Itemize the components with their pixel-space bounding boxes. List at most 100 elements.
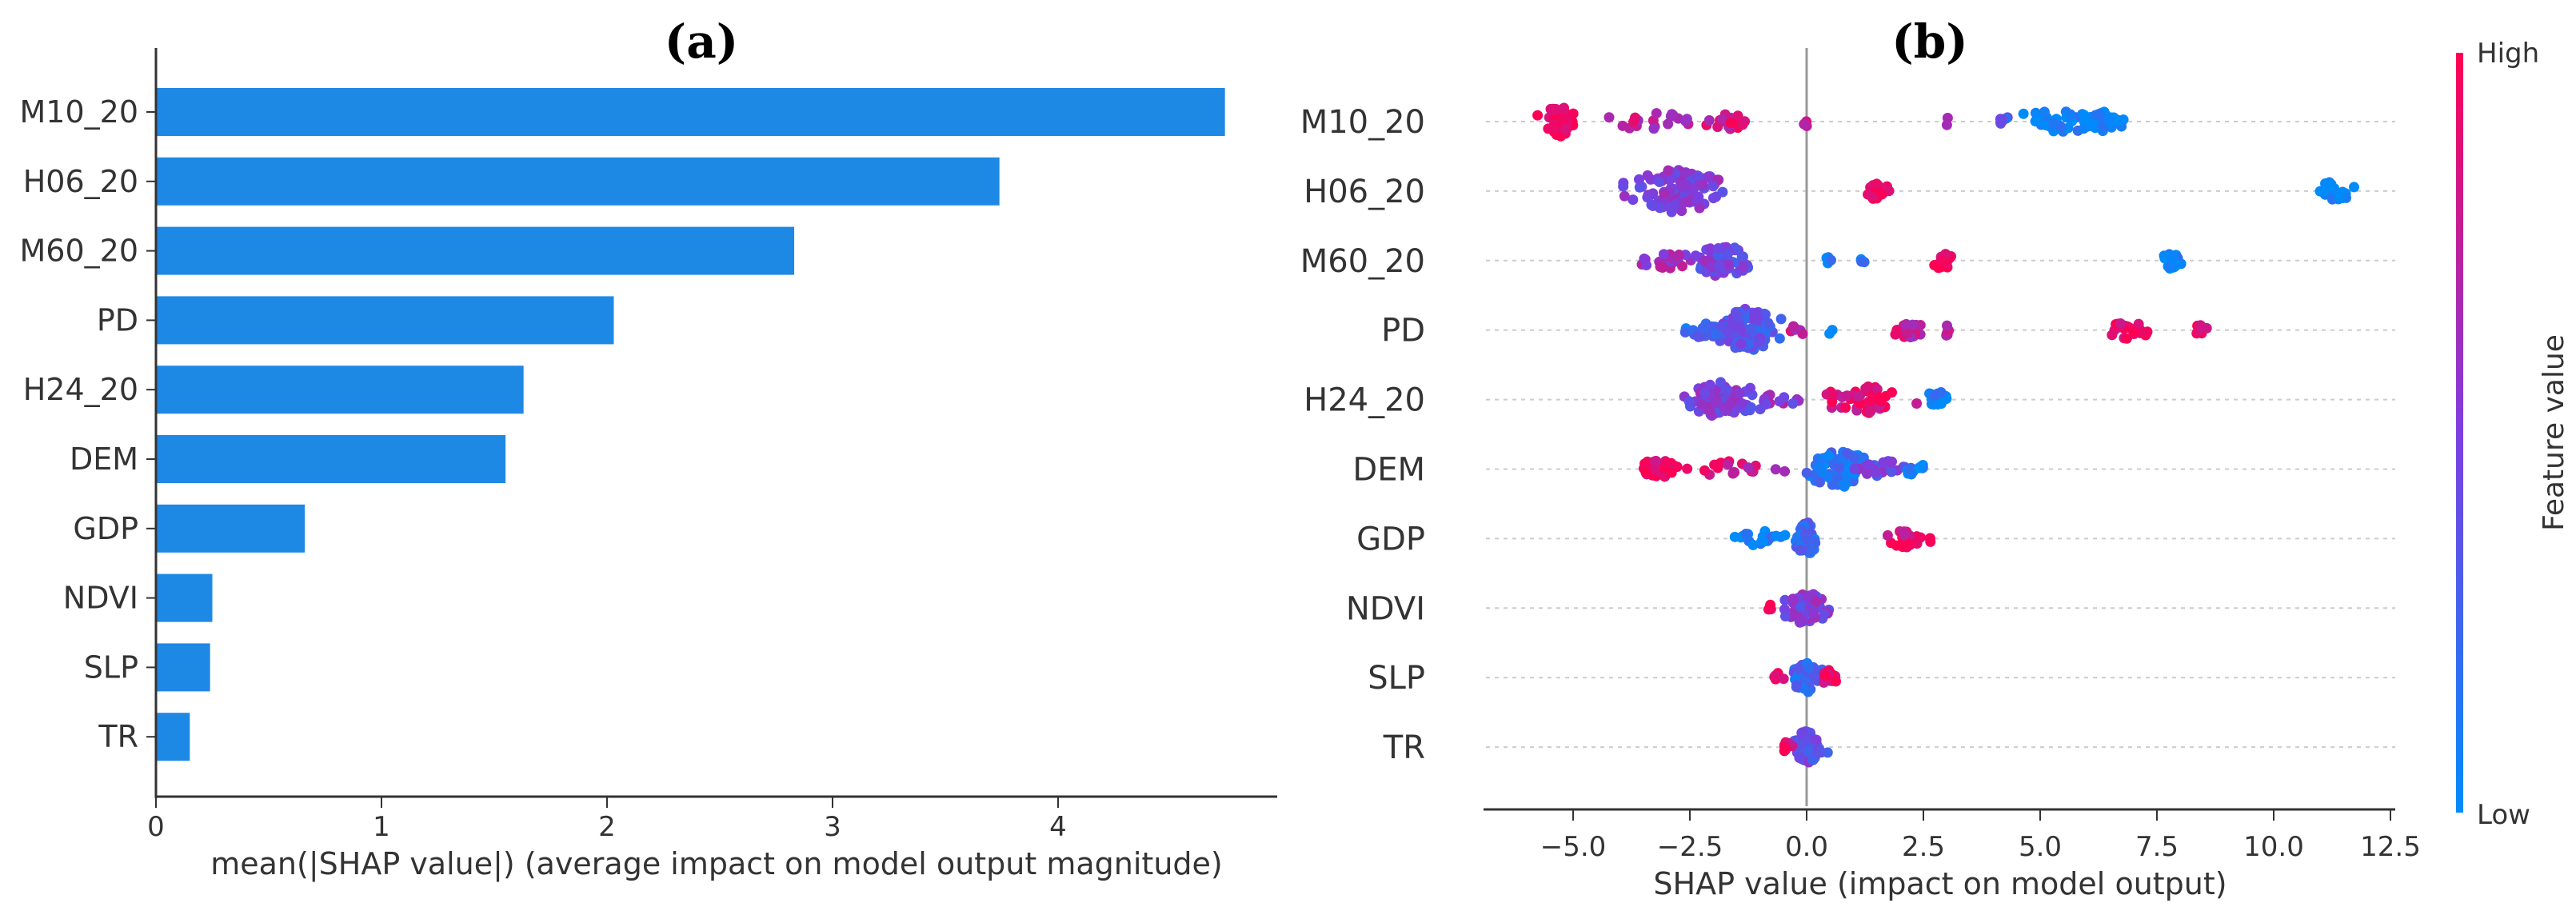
- bar-h24-20: [156, 366, 524, 414]
- b-x-tick-label: 10.0: [2243, 831, 2304, 863]
- a-y-tick-label: H24_20: [23, 372, 138, 407]
- shap-point: [1646, 199, 1657, 210]
- shap-point: [1886, 466, 1897, 477]
- shap-point: [1800, 532, 1811, 543]
- shap-point: [1779, 529, 1791, 541]
- shap-point: [1833, 462, 1844, 473]
- shap-point: [1654, 202, 1665, 213]
- shap-point: [1734, 388, 1745, 399]
- shap-point: [1779, 611, 1791, 622]
- shap-point: [2325, 180, 2336, 191]
- shap-point: [1865, 395, 1876, 406]
- shap-point: [1775, 314, 1787, 325]
- shap-point: [1640, 467, 1651, 478]
- shap-point: [1882, 529, 1893, 541]
- b-x-tick-label: 7.5: [2135, 831, 2179, 863]
- a-y-tick-label: SLP: [84, 649, 138, 685]
- shap-point: [1915, 461, 1927, 472]
- shap-point: [1848, 452, 1859, 463]
- shap-point: [1755, 336, 1766, 347]
- shap-point: [1824, 328, 1835, 339]
- shap-point: [1817, 466, 1828, 477]
- b-row-slp: [1769, 657, 1841, 697]
- colorbar-gradient: [2456, 53, 2463, 813]
- shap-point: [1779, 742, 1791, 753]
- shap-point: [1803, 662, 1815, 673]
- shap-point: [1659, 188, 1670, 199]
- b-y-tick-label: M10_20: [1300, 104, 1425, 141]
- b-y-tick-label: H06_20: [1304, 174, 1425, 210]
- shap-point: [1867, 190, 1879, 202]
- shap-point: [1795, 601, 1806, 613]
- shap-point: [1738, 261, 1749, 272]
- shap-point: [1899, 529, 1910, 541]
- a-y-tick-label: DEM: [70, 442, 138, 477]
- b-y-tick-label: DEM: [1352, 452, 1425, 489]
- shap-point: [1736, 251, 1747, 262]
- shap-point: [1619, 190, 1630, 202]
- shap-point: [1797, 328, 1808, 339]
- shap-point: [1666, 173, 1677, 184]
- shap-point: [1532, 110, 1544, 121]
- shap-point: [1787, 398, 1799, 409]
- shap-point: [1911, 398, 1923, 410]
- shap-point: [2103, 114, 2114, 125]
- shap-point: [1663, 165, 1674, 176]
- shap-point: [1560, 124, 1571, 135]
- shap-point: [1936, 255, 1947, 266]
- shap-point: [1839, 478, 1850, 489]
- shap-point: [1774, 333, 1785, 344]
- a-y-tick-label: PD: [97, 302, 138, 338]
- bar-pd: [156, 296, 614, 345]
- shap-point: [1840, 402, 1851, 414]
- shap-point: [1703, 171, 1714, 182]
- shap-point: [1704, 243, 1715, 254]
- shap-point: [1791, 680, 1802, 691]
- shap-point: [2201, 322, 2212, 334]
- shap-point: [1666, 467, 1677, 478]
- a-x-tick-label: 2: [598, 811, 616, 843]
- shap-point: [1679, 326, 1691, 338]
- shap-point: [1639, 253, 1650, 264]
- shap-point: [1942, 320, 1953, 331]
- shap-point: [1853, 391, 1864, 402]
- colorbar-low-label: Low: [2477, 799, 2530, 831]
- shap-point: [1692, 170, 1703, 182]
- shap-point: [1667, 109, 1678, 120]
- shap-point: [1710, 397, 1721, 408]
- shap-point: [2167, 250, 2179, 262]
- shap-point: [1795, 752, 1806, 763]
- shap-point: [1617, 120, 1628, 131]
- shap-point: [1841, 390, 1852, 402]
- panel-a-label: (a): [665, 14, 738, 69]
- b-y-tick-label: PD: [1381, 313, 1425, 350]
- shap-point: [1759, 309, 1771, 320]
- shap-point: [1703, 114, 1715, 126]
- shap-point: [1862, 468, 1873, 479]
- shap-point: [1904, 463, 1915, 474]
- shap-point: [2063, 122, 2074, 134]
- shap-point: [1779, 392, 1790, 403]
- shap-point: [1801, 467, 1812, 478]
- shap-point: [1863, 459, 1874, 470]
- shap-point: [1707, 181, 1719, 192]
- a-x-tick-label: 3: [824, 811, 841, 843]
- b-y-tick-label: TR: [1383, 729, 1425, 766]
- shap-point: [1760, 399, 1771, 410]
- a-x-tick-label: 1: [373, 811, 390, 843]
- shap-point: [1819, 608, 1830, 619]
- shap-point: [1697, 322, 1708, 334]
- shap-point: [1748, 308, 1759, 319]
- shap-point: [1924, 533, 1935, 544]
- shap-point: [1715, 321, 1727, 332]
- shap-point: [2065, 109, 2076, 120]
- shap-point: [1618, 181, 1629, 192]
- shap-beeswarm-plot: (b) M10_20 H06_20 M60_20 PD H24_20 DEM GDP NDVI…: [1300, 14, 2570, 901]
- shap-point: [1771, 530, 1782, 541]
- b-y-tick-label: SLP: [1368, 660, 1425, 697]
- bar-dem: [156, 435, 506, 483]
- shap-point: [1680, 167, 1691, 178]
- shap-point: [1681, 114, 1692, 125]
- shap-point: [1650, 455, 1661, 466]
- colorbar-title: Feature value: [2538, 334, 2570, 531]
